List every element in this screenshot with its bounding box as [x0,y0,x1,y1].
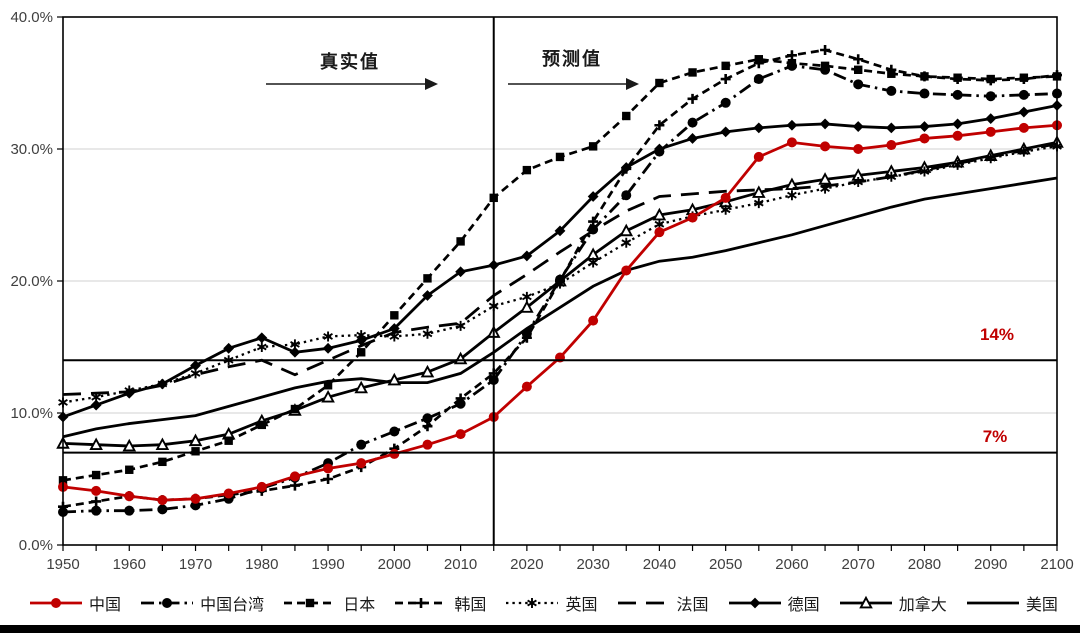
legend: 中国 中国台湾 日本 韩国 英国 法国 德国 加拿大 美国 [28,590,1058,616]
x-tick-label: 2000 [378,556,411,573]
y-tick-label: 0.0% [19,537,53,554]
legend-label-china: 中国 [89,597,122,614]
data-series-lines [56,45,1064,517]
y-tick-label: 30.0% [10,141,53,158]
legend-item-canada: 加拿大 [838,591,947,615]
legend-marker-korea-icon [395,598,448,608]
legend-item-germany: 德国 [727,591,820,615]
legend-marker-japan-icon [284,598,337,608]
legend-item-france: 法国 [616,591,709,615]
x-tick-label: 2060 [775,556,808,573]
legend-label-canada: 加拿大 [898,597,947,614]
legend-marker-canada-icon [839,595,892,609]
x-tick-label: 2020 [510,556,543,573]
legend-label-usa: 美国 [1025,597,1058,614]
legend-label-korea: 韩国 [454,597,487,614]
ref-line-7-label: 7% [983,427,1008,446]
forecast-values-label: 预测值 [542,48,602,69]
legend-marker-france-icon [617,601,670,605]
legend-label-japan: 日本 [343,597,376,614]
legend-item-japan: 日本 [282,591,375,615]
x-tick-label: 2070 [842,556,875,573]
actual-values-label: 真实值 [320,51,380,72]
legend-item-taiwan: 中国台湾 [139,591,264,615]
y-tick-label: 10.0% [10,405,53,422]
reference-lines [63,17,1057,545]
legend-marker-usa-icon [966,601,1019,605]
legend-marker-uk-icon [506,598,559,608]
legend-item-china: 中国 [28,591,121,615]
legend-label-taiwan: 中国台湾 [200,597,265,614]
legend-marker-china-icon [30,598,82,608]
legend-label-uk: 英国 [565,597,598,614]
ref-line-14-label: 14% [980,325,1014,344]
legend-item-uk: 英国 [504,591,597,615]
x-tick-label: 1980 [245,556,278,573]
legend-item-korea: 韩国 [393,591,486,615]
x-tick-label: 2010 [444,556,477,573]
axis-ticks [57,16,1058,551]
legend-label-germany: 德国 [787,597,820,614]
x-tick-label: 2080 [908,556,941,573]
x-tick-label: 1970 [179,556,212,573]
x-tick-label: 2050 [709,556,742,573]
forecast-arrow-icon [508,78,639,90]
x-tick-label: 1950 [46,556,79,573]
legend-marker-germany-icon [728,597,781,609]
legend-item-usa: 美国 [965,591,1058,615]
x-tick-label: 2030 [576,556,609,573]
x-tick-label: 2090 [974,556,1007,573]
legend-label-france: 法国 [676,597,709,614]
bottom-border-bar [0,625,1080,633]
x-tick-label: 1990 [311,556,344,573]
x-axis-labels: 1950 1960 1970 1980 1990 2000 2010 2020 2030 2040… [46,556,1073,573]
y-tick-label: 20.0% [10,273,53,290]
x-tick-label: 2100 [1040,556,1073,573]
x-tick-label: 1960 [113,556,146,573]
y-tick-label: 40.0% [10,9,53,26]
y-axis-labels: 0.0% 10.0% 20.0% 30.0% 40.0% [10,9,53,554]
actual-arrow-icon [266,78,438,90]
x-tick-label: 2040 [643,556,676,573]
legend-marker-taiwan-icon [141,598,194,608]
